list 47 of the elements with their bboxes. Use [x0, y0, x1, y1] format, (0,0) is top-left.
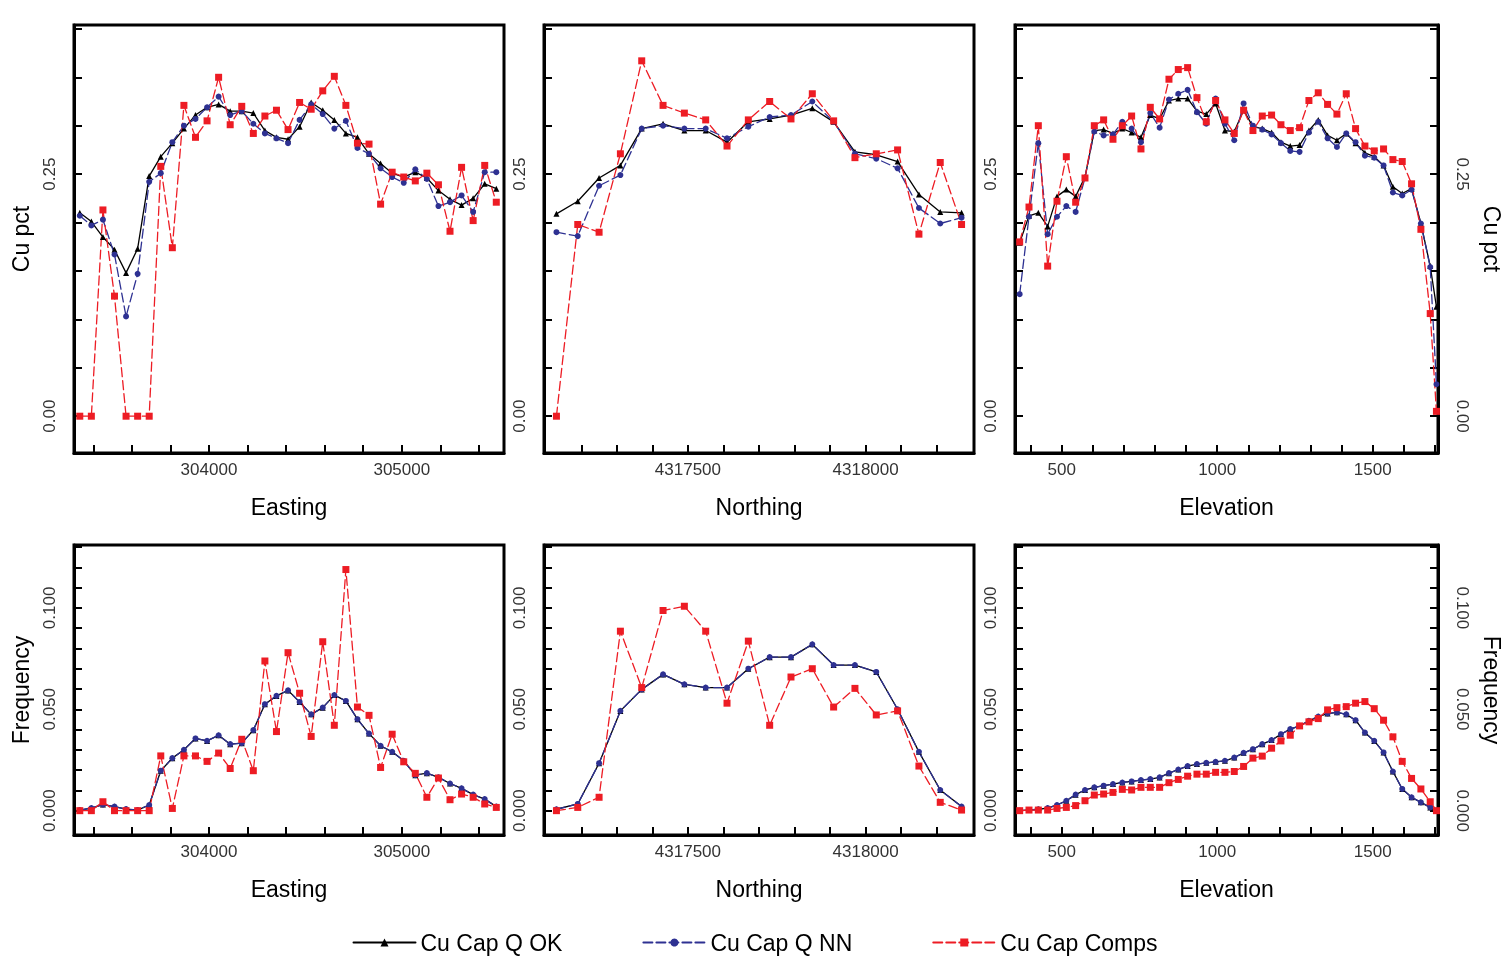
x-axis-title: Easting [250, 493, 328, 520]
x-tick-label: 1000 [1198, 460, 1237, 479]
y-tick-label: 0.00 [40, 399, 59, 433]
y2-tick-label: 0.00 [1453, 399, 1472, 433]
y2-tick-label: 0.050 [1453, 687, 1472, 731]
x-axis-title: Elevation [1179, 875, 1274, 902]
y-tick-label: 0.000 [40, 789, 59, 832]
y2-tick-label: 0.100 [1453, 586, 1472, 630]
x-axis-title: Easting [250, 875, 328, 902]
x-axis-title: Elevation [1179, 493, 1274, 520]
x-tick-label: 1000 [1198, 842, 1237, 861]
x-tick-label: 1500 [1353, 460, 1392, 479]
y-tick-label: 0.00 [510, 399, 529, 433]
legend-label: Cu Cap Q NN [710, 929, 853, 956]
x-tick-label: 304000 [180, 460, 238, 479]
y-axis-title: Cu pct [7, 205, 34, 273]
y-tick-label: 0.100 [40, 586, 59, 630]
y-tick-label: 0.100 [981, 586, 1000, 630]
y-tick-label: 0.000 [510, 789, 529, 832]
y-tick-label: 0.050 [510, 687, 529, 731]
y-tick-label: 0.25 [40, 157, 59, 191]
y2-axis-title: Cu pct [1478, 205, 1505, 273]
y2-tick-label: 0.000 [1453, 789, 1472, 832]
x-tick-label: 305000 [373, 842, 431, 861]
y-axis-title: Frequency [7, 635, 34, 745]
x-axis-title: Northing [715, 493, 803, 520]
x-tick-label: 4317500 [654, 460, 722, 479]
x-tick-label: 500 [1047, 460, 1076, 479]
y-tick-label: 0.25 [981, 157, 1000, 191]
y-tick-label: 0.00 [981, 399, 1000, 433]
x-tick-label: 305000 [373, 460, 431, 479]
y-tick-label: 0.050 [981, 687, 1000, 731]
y2-axis-title: Frequency [1478, 635, 1505, 745]
y-tick-label: 0.000 [981, 789, 1000, 832]
x-axis-title: Northing [715, 875, 803, 902]
y-tick-label: 0.25 [510, 157, 529, 191]
x-tick-label: 500 [1047, 842, 1076, 861]
x-tick-label: 304000 [180, 842, 238, 861]
x-tick-label: 4318000 [832, 842, 899, 861]
legend-label: Cu Cap Q OK [420, 929, 564, 956]
legend-label: Cu Cap Comps [1000, 929, 1158, 956]
x-tick-label: 1500 [1353, 842, 1392, 861]
x-tick-label: 4317500 [654, 842, 722, 861]
y-tick-label: 0.050 [40, 687, 59, 731]
y-tick-label: 0.100 [510, 586, 529, 630]
x-tick-label: 4318000 [832, 460, 899, 479]
y2-tick-label: 0.25 [1453, 157, 1472, 191]
